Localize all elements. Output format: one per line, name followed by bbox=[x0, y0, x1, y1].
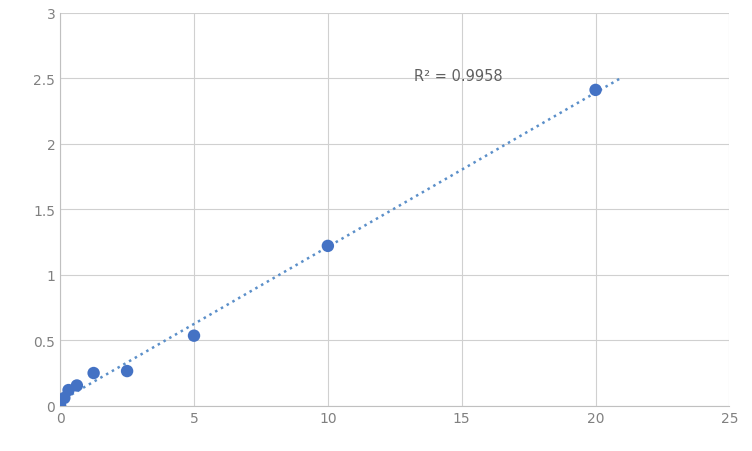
Point bbox=[59, 395, 71, 402]
Point bbox=[87, 370, 99, 377]
Text: R² = 0.9958: R² = 0.9958 bbox=[414, 69, 502, 84]
Point bbox=[71, 382, 83, 389]
Point bbox=[121, 368, 133, 375]
Point bbox=[62, 387, 74, 394]
Point bbox=[188, 332, 200, 340]
Point bbox=[322, 243, 334, 250]
Point bbox=[590, 87, 602, 94]
Point bbox=[54, 402, 66, 410]
